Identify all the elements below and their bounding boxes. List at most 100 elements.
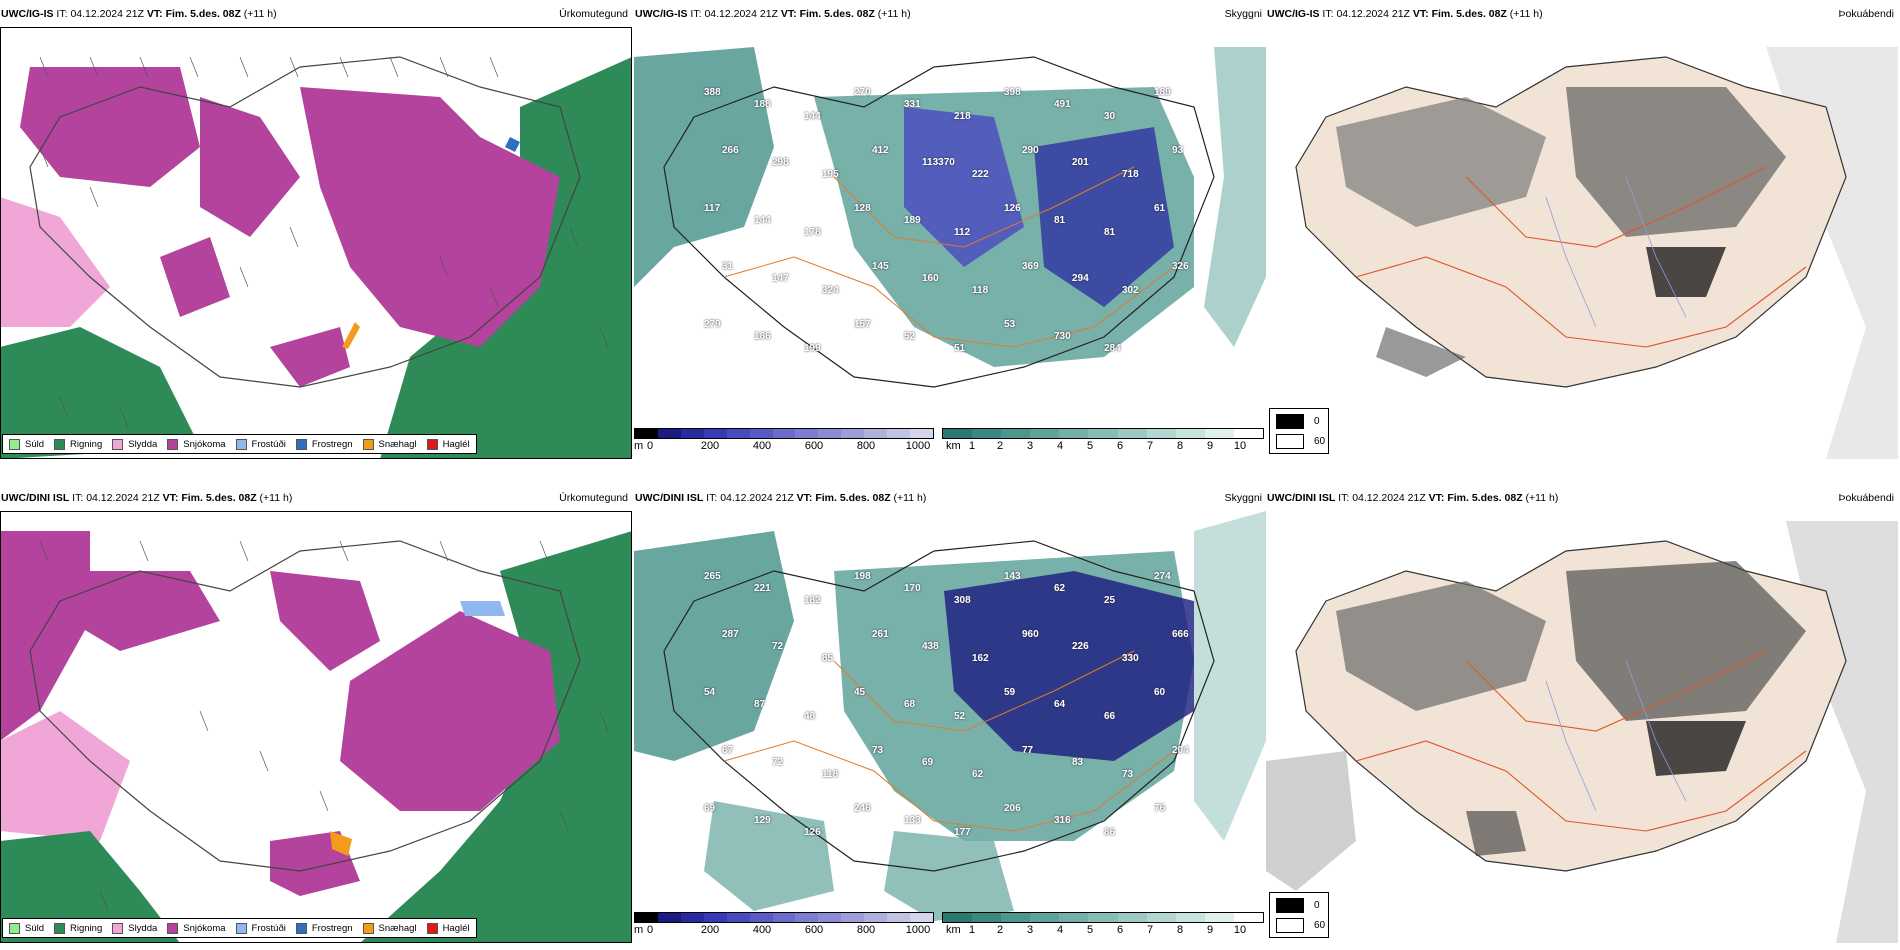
panel-title: Úrkomutegund [559, 492, 628, 504]
panel-title: Skyggni [1224, 492, 1262, 504]
tick-label: 5 [1086, 440, 1094, 452]
tick-label: 4 [1056, 924, 1064, 936]
precip-panel-top: UWC/IG-IS IT: 04.12.2024 21Z VT: Fim. 5.… [0, 0, 632, 460]
visibility-ticks: km 1 2 3 4 5 6 7 8 9 10 [942, 439, 1264, 453]
rain-area [0, 327, 200, 459]
low-cloudbase-area [944, 571, 1194, 761]
panel-title: Skyggni [1224, 8, 1262, 20]
fog-index-map [1266, 27, 1898, 459]
snow-area [160, 237, 230, 317]
tick-label: 400 [752, 924, 772, 936]
panel-header: UWC/IG-IS IT: 04.12.2024 21Z VT: Fim. 5.… [1, 8, 277, 20]
road-network [723, 650, 1175, 832]
tick-label: 9 [1206, 440, 1214, 452]
snow-area [270, 327, 350, 387]
legend-item-snow: Snjókoma [167, 438, 226, 450]
fog-area [1646, 721, 1746, 776]
tick-label: 3 [1026, 924, 1034, 936]
tick-label: 1 [968, 924, 976, 936]
tick-label: 6 [1116, 440, 1124, 452]
legend-item-snow: Snjókoma [167, 922, 226, 934]
legend-item-rain: Rigning [54, 438, 102, 450]
visibility-map-svg [634, 511, 1266, 943]
fog-area [1566, 87, 1786, 237]
fog-panel-top: UWC/IG-IS IT: 04.12.2024 21Z VT: Fim. 5.… [1266, 0, 1898, 460]
coastline [29, 540, 581, 872]
tick-label: 9 [1206, 924, 1214, 936]
rivers [1545, 660, 1687, 812]
cloudbase-colorbar-strip [634, 428, 934, 439]
visibility-area [884, 831, 1014, 921]
tick-label: 5 [1086, 924, 1094, 936]
road-network [1355, 166, 1807, 348]
panel-title: Úrkomutegund [559, 8, 628, 20]
fog-gradient [1266, 751, 1356, 891]
freezing-rain-area [505, 137, 520, 152]
tick-label: 600 [804, 440, 824, 452]
freezing-drizzle-area [460, 601, 505, 616]
tick-label: 400 [752, 440, 772, 452]
legend-item-freezing-rain: Frostregn [295, 922, 353, 934]
legend-item-sleet: Slydda [112, 438, 157, 450]
legend-item-rain: Rigning [54, 922, 102, 934]
cloudbase-colorbar-strip [634, 912, 934, 923]
ice-pellet-area [330, 831, 352, 856]
visibility-area [1204, 47, 1266, 347]
cloudbase-ticks: m 0 200 400 600 800 1000 [634, 439, 934, 453]
tick-label: 1000 [905, 440, 931, 452]
tick-label: 4 [1056, 440, 1064, 452]
fog-area [1336, 581, 1546, 711]
legend-item-ice-pellets: Snæhagl [362, 438, 417, 450]
tick-label: 200 [700, 440, 720, 452]
fog-legend-item: 0 [1276, 414, 1320, 429]
tick-label: 1000 [905, 924, 931, 936]
tick-label: 1 [968, 440, 976, 452]
tick-label: 200 [700, 924, 720, 936]
visibility-colorbar-strip [942, 912, 1264, 923]
cloudbase-unit: m [634, 440, 644, 452]
visibility-unit: km [946, 924, 961, 936]
fog-area [1336, 97, 1546, 227]
snow-area [300, 87, 560, 347]
coastline [29, 56, 581, 388]
low-cloudbase-area [1034, 127, 1174, 307]
visibility-area [634, 47, 774, 287]
tick-label: 0 [646, 924, 654, 936]
precip-map-svg [0, 511, 632, 943]
visibility-colorbar: km 1 2 3 4 5 6 7 8 9 10 [942, 428, 1264, 454]
visibility-colorbar-strip [942, 428, 1264, 439]
fog-map-svg [1266, 27, 1898, 459]
tick-label: 2 [996, 440, 1004, 452]
panel-header: UWC/DINI ISL IT: 04.12.2024 21Z VT: Fim.… [1267, 492, 1559, 504]
visibility-area [634, 531, 794, 761]
legend-item-freezing-drizzle: Frostúði [235, 438, 286, 450]
rain-area [360, 531, 632, 943]
precip-type-map [0, 27, 632, 459]
tick-label: 800 [856, 440, 876, 452]
tick-label: 0 [646, 440, 654, 452]
snow-area [270, 571, 380, 671]
coastline [663, 540, 1215, 872]
fog-area [1376, 327, 1466, 377]
sleet-area [0, 197, 110, 327]
legend-item-drizzle: Súld [9, 438, 44, 450]
legend-item-hail: Haglél [426, 438, 470, 450]
fog-legend: 0 60 [1269, 892, 1329, 938]
low-cloudbase-area [904, 107, 1024, 267]
tick-label: 600 [804, 924, 824, 936]
fog-map-svg [1266, 511, 1898, 943]
precip-type-map [0, 511, 632, 943]
precip-type-legend: Súld Rigning Slydda Snjókoma Frostúði Fr… [2, 434, 477, 454]
tick-label: 6 [1116, 924, 1124, 936]
tick-label: 10 [1233, 924, 1247, 936]
panel-header: UWC/DINI ISL IT: 04.12.2024 21Z VT: Fim.… [1, 492, 293, 504]
ice-pellet-area [342, 322, 360, 349]
visibility-map-svg [634, 27, 1266, 459]
road-network [1355, 650, 1807, 832]
legend-item-freezing-drizzle: Frostúði [235, 922, 286, 934]
tick-label: 10 [1233, 440, 1247, 452]
visibility-map [634, 511, 1266, 943]
panel-header: UWC/IG-IS IT: 04.12.2024 21Z VT: Fim. 5.… [1267, 8, 1543, 20]
coastline [663, 56, 1215, 388]
visibility-panel-bottom: UWC/DINI ISL IT: 04.12.2024 21Z VT: Fim.… [634, 484, 1266, 944]
